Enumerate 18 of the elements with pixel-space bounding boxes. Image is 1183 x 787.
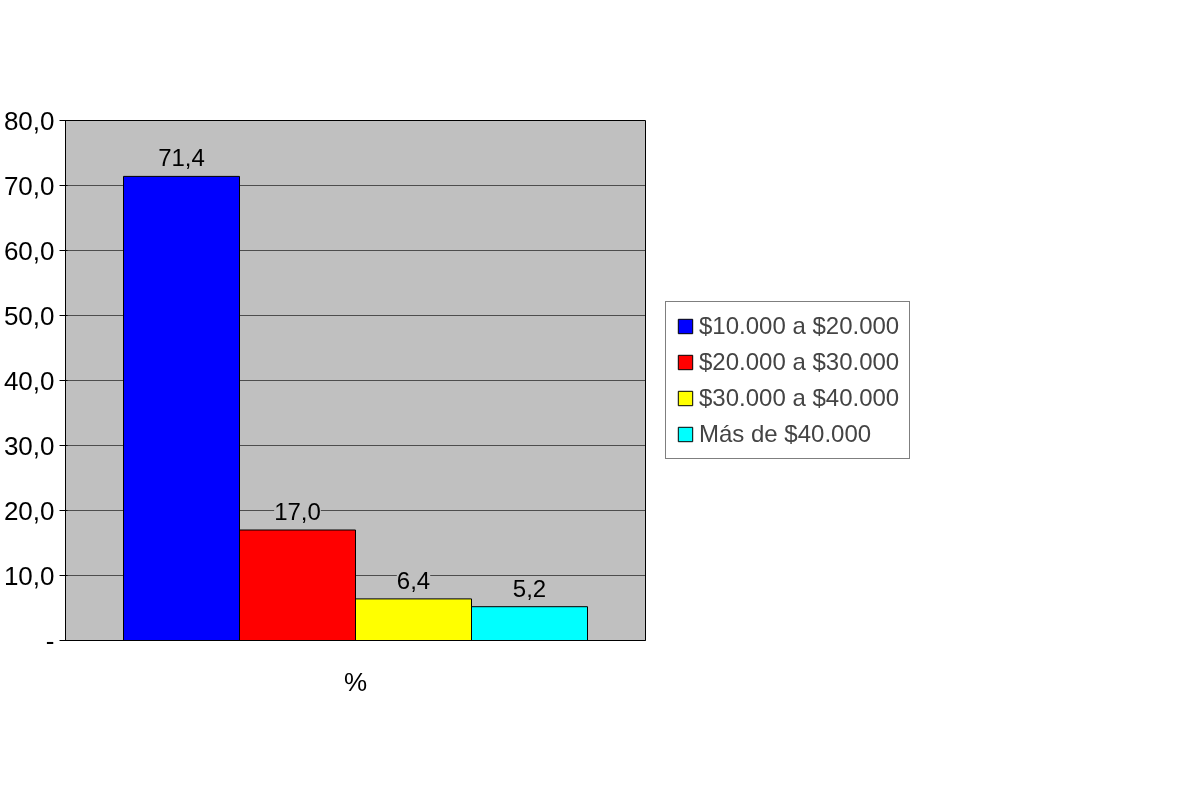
data-label: 17,0 <box>274 498 321 525</box>
y-tick-label: 80,0 <box>3 105 55 136</box>
y-tick-label: 20,0 <box>3 495 55 526</box>
legend-label: Más de $40.000 <box>699 420 872 448</box>
x-tick-label: % <box>343 666 368 697</box>
legend-label: $20.000 a $30.000 <box>699 348 900 376</box>
legend-label: $30.000 a $40.000 <box>699 384 900 412</box>
data-label: 5,2 <box>512 574 547 602</box>
y-tick-label: 30,0 <box>3 430 55 461</box>
y-tick-label: 40,0 <box>3 365 55 396</box>
y-tick-label: 60,0 <box>3 235 55 266</box>
legend-label: $10.000 a $20.000 <box>699 312 900 340</box>
data-label: 71,4 <box>158 144 205 172</box>
data-label: 6,4 <box>396 566 431 594</box>
y-tick-label: - <box>45 625 55 656</box>
y-tick-label: 50,0 <box>3 300 55 331</box>
y-tick-label: 10,0 <box>3 560 55 591</box>
y-tick-label: 70,0 <box>3 170 55 201</box>
